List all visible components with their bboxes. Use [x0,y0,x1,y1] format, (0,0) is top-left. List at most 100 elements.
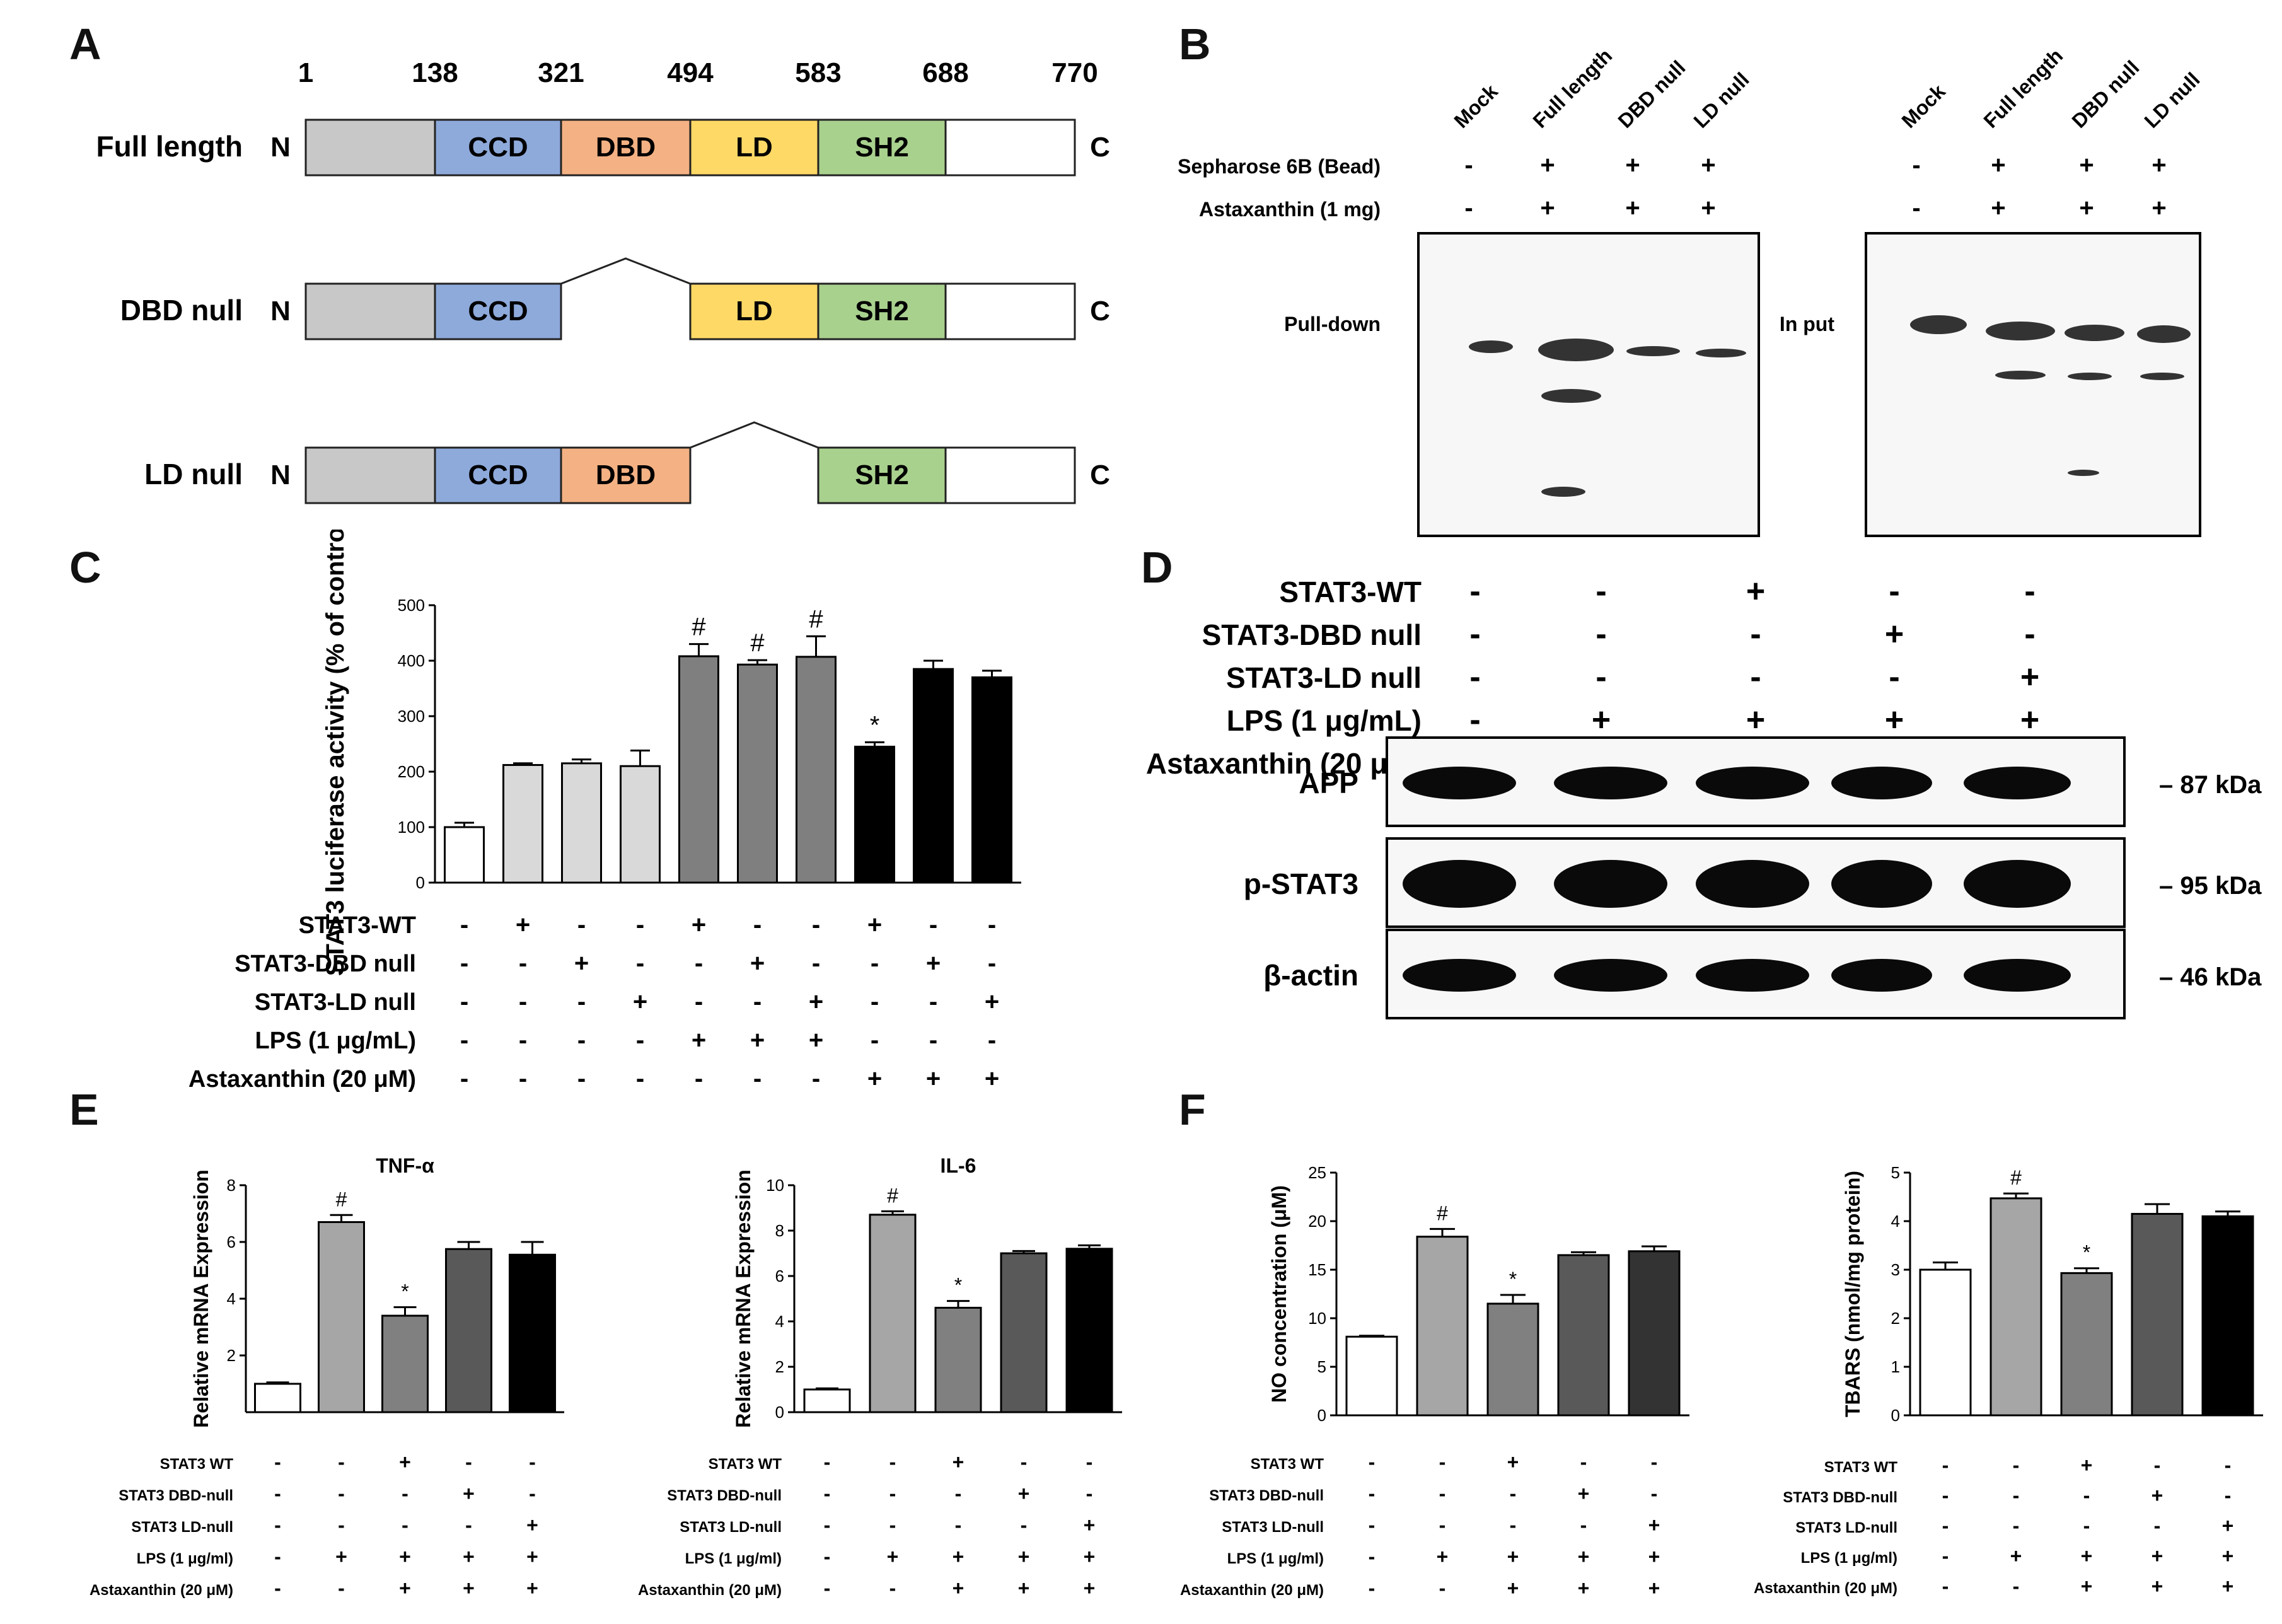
blot-band [1964,860,2071,908]
domain-box [817,119,947,177]
significance-marker: # [2010,1166,2022,1189]
bar [1345,1335,1398,1417]
condition-sign: - [460,988,468,1016]
condition-label: STAT3 WT [160,1456,234,1473]
significance-marker: # [1437,1202,1448,1224]
condition-sign: - [1086,1451,1093,1473]
condition-label: STAT3 LD-null [1795,1519,1897,1536]
condition-sign: - [402,1482,408,1505]
blot-label: In put [1780,313,1834,335]
condition-sign: + [1507,1577,1519,1599]
treatment-sign: + [1592,702,1611,738]
condition-sign: + [1084,1577,1096,1599]
condition-sign: - [460,949,468,977]
bar [502,763,543,884]
y-tick-label: 2 [1891,1309,1900,1328]
condition-sign: + [2081,1575,2093,1598]
condition-sign: - [519,1065,527,1093]
treatment-sign: - [1889,573,1899,610]
bar [869,1214,917,1413]
condition-sign: - [988,949,996,977]
condition-sign: + [2081,1545,2093,1567]
condition-label: LPS (1 μg/mL) [255,1028,416,1054]
condition-sign: - [1942,1484,1949,1507]
condition-sign: + [335,1545,347,1568]
condition-sign: - [274,1514,281,1536]
condition-sign: - [1439,1451,1446,1473]
molecular-weight-label: – 87 kDa [2159,771,2262,799]
condition-sign: + [1437,1545,1449,1568]
condition-sign: - [955,1514,962,1536]
condition-sign: - [889,1451,896,1473]
treatment-label: Astaxanthin (20 μM) [1146,747,1422,780]
condition-sign: - [460,911,468,939]
bar [854,745,895,884]
y-tick-label: 200 [398,762,425,781]
condition-label: STAT3-LD null [255,989,416,1016]
condition-sign: - [465,1451,472,1473]
condition-sign: + [2222,1545,2234,1567]
significance-marker: # [692,613,706,641]
blot-band [1995,371,2046,380]
condition-sign: - [1580,1451,1587,1473]
chart-title: IL-6 [941,1154,976,1177]
blot-band [1986,322,2055,340]
y-tick-label: 10 [1308,1309,1326,1328]
condition-sign: - [1369,1482,1376,1505]
treatment-label: STAT3-LD null [1226,661,1422,694]
condition-sign: - [889,1577,896,1599]
condition-sign: - [929,1026,937,1054]
condition-sign: - [577,1026,586,1054]
no-concentration-chart: 0 5 10 15 20 25 NO concentration (μM) # * STAT3 W… [1180,1163,1689,1599]
condition-sign: - [2083,1484,2090,1507]
condition-sign: - [2225,1484,2232,1507]
domain-label: SH2 [855,296,909,327]
condition-sign: + [692,911,706,939]
blot-frame [1417,232,1760,537]
blot-band [1964,959,2071,992]
treatment-label: LPS (1 μg/mL) [1227,704,1422,737]
condition-sign: - [577,911,586,939]
treatment-sign: + [1746,573,1765,610]
condition-sign: - [1369,1545,1376,1568]
luciferase-chart: 0 100 200 300 400 500 STAT3 luciferase activit… [188,530,1021,1093]
condition-sign: - [338,1514,345,1536]
bar [1065,1248,1113,1413]
significance-marker: * [401,1280,408,1303]
condition-sign: + [2222,1575,2234,1598]
tbars-chart: 0 1 2 3 4 5 TBARS (nmol/mg protein) # * STAT3 WT -… [1754,1163,2263,1598]
treatment-sign: - [1469,616,1480,652]
condition-sign: - [695,988,703,1016]
blot-label: Pull-down [1284,313,1381,335]
condition-sign: + [953,1545,964,1568]
treatment-sign: + [2079,151,2094,179]
condition-sign: + [985,1065,999,1093]
blot-band [1696,767,1809,799]
significance-marker: * [954,1274,962,1297]
condition-sign: + [926,949,941,977]
condition-sign: + [633,988,647,1016]
condition-sign: - [824,1451,831,1473]
y-tick-label: 1 [1891,1357,1900,1376]
y-axis-label: STAT3 luciferase activity (% of control) [321,530,349,976]
domain-box [560,119,692,177]
y-tick-label: 8 [775,1221,784,1240]
domain-box [434,282,562,340]
protein-label: APP [1299,767,1358,799]
y-tick-label: 3 [1891,1260,1900,1279]
condition-sign: - [1439,1577,1446,1599]
condition-sign: - [636,1026,644,1054]
condition-sign: - [1942,1575,1949,1598]
condition-sign: - [753,988,762,1016]
bar [561,762,602,884]
condition-sign: - [1942,1545,1949,1567]
y-tick-label: 4 [775,1312,784,1331]
bar [1557,1254,1610,1417]
condition-label: STAT3 DBD-null [1783,1489,1897,1506]
condition-sign: - [824,1514,831,1536]
condition-sign: - [1942,1454,1949,1476]
blot-band [1541,389,1601,403]
condition-sign: - [519,1026,527,1054]
domain-label: CCD [468,296,528,327]
treatment-sign: - [2024,616,2035,652]
